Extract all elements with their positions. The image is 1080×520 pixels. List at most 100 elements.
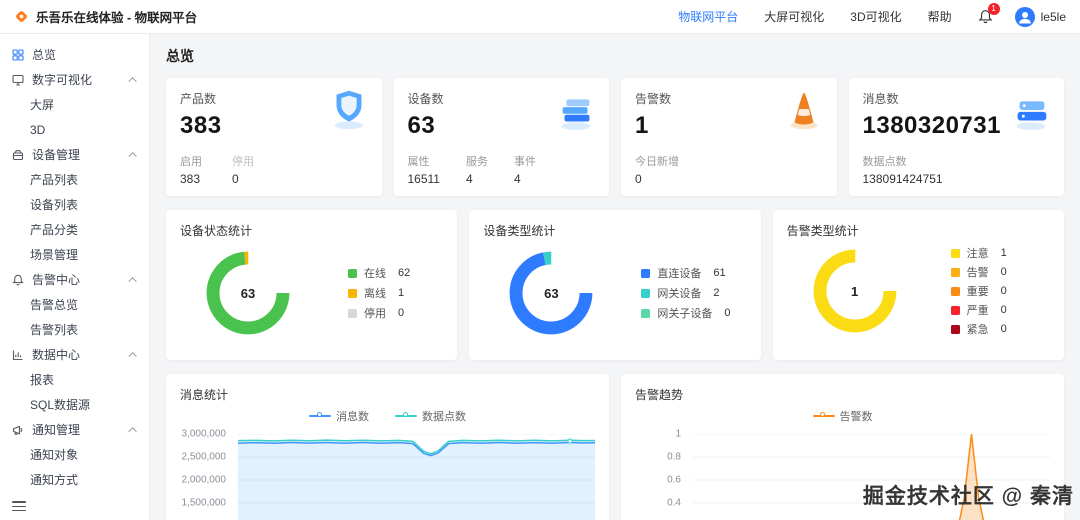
sidebar-item-3d[interactable]: 3D [0,117,149,142]
le5le-logo-icon [14,9,29,24]
line-legend-marker [395,412,417,421]
stat-card-products: 产品数 383 启用 383 停用 0 [166,78,382,196]
sidebar-group-device-mgmt[interactable]: 设备管理 [0,142,149,167]
legend-value: 61 [713,267,726,279]
chevron-up-icon [128,426,137,436]
stat-sub-stats: 今日新增 0 [635,153,823,186]
sidebar-group-data-center[interactable]: 数据中心 [0,342,149,367]
legend-label: 严重 [966,305,989,317]
message-stats-plot: 3,000,0002,500,0002,000,0001,500,0001,00… [182,429,595,520]
sidebar-group-label: 设备管理 [32,148,81,162]
legend-item: 紧急 0 [950,321,1007,337]
sub-stat: 停用 0 [232,153,254,186]
sidebar-item-scene-mgmt[interactable]: 场景管理 [0,242,149,267]
legend-value: 1 [398,287,405,299]
legend-swatch [950,305,960,315]
chart-legend: 消息数 数据点数 [180,408,595,424]
sidebar-item-label: 大屏 [30,98,55,112]
device-status-card: 设备状态统计 63 在线 62 离线 1 停用 0 [166,210,458,360]
sidebar-collapse-button[interactable] [12,499,26,514]
sidebar-item-label: 场景管理 [30,248,79,262]
legend-value: 0 [1000,304,1007,316]
legend-value: 2 [713,287,720,299]
sidebar: 总览 数字可视化 大屏 3D 设备管理 产品列表 设备列表 产品分类 场景管理 … [0,34,150,520]
stat-label: 消息数 [862,92,899,106]
legend-swatch [641,308,651,318]
legend-swatch [950,324,960,334]
nav-help[interactable]: 帮助 [927,10,952,24]
notifications-button[interactable]: 1 [978,3,1000,24]
stat-sub-stats: 属性 16511 服务 4 事件 4 [408,153,596,186]
legend-item: 网关子设备 0 [641,305,730,321]
legend-swatch [348,308,357,318]
sub-value: 0 [232,172,239,186]
card-title: 设备状态统计 [180,224,253,238]
legend-label: 紧急 [966,324,989,336]
sidebar-group-alarm-center[interactable]: 告警中心 [0,267,149,292]
legend-value: 0 [1000,266,1007,278]
alarm-type-donut: 1 [809,245,901,337]
sidebar-item-overview[interactable]: 总览 [0,42,149,67]
sidebar-item-label: 告警列表 [30,323,79,337]
username: le5le [1040,9,1066,24]
nav-3d-viz[interactable]: 3D可视化 [850,10,902,24]
chevron-up-icon [128,76,137,86]
legend-label: 在线 [364,268,386,280]
nav-iot-platform[interactable]: 物联网平台 [678,10,739,24]
stat-value: 1380320731 [862,112,1001,139]
legend-label: 告警 [966,267,989,279]
sidebar-item-product-list[interactable]: 产品列表 [0,167,149,192]
legend-swatch [348,288,357,298]
sidebar-item-alarm-overview[interactable]: 告警总览 [0,292,149,317]
sub-label: 属性 [407,156,430,168]
sidebar-item-notify-target[interactable]: 通知对象 [0,442,149,467]
legend-swatch [950,286,960,296]
stat-cards-row: 产品数 383 启用 383 停用 0 设备数 63 属性 16511 服务 4 [166,78,1064,196]
legend-value: 0 [398,307,405,319]
legend-item: 注意 1 [950,245,1007,261]
legend-item: 直连设备 61 [641,265,730,281]
stat-value: 63 [407,112,436,139]
sidebar-item-product-category[interactable]: 产品分类 [0,217,149,242]
sub-stat: 服务 4 [466,153,488,186]
sidebar-item-label: 产品分类 [30,223,79,237]
sidebar-item-label: 产品列表 [30,173,79,187]
sidebar-item-label: 设备列表 [30,198,79,212]
sub-label: 停用 [232,156,254,168]
legend-item[interactable]: 告警数 [812,408,873,424]
legend-item[interactable]: 数据点数 [395,408,466,424]
legend-item: 严重 0 [950,302,1007,318]
legend-label: 数据点数 [422,411,466,423]
device-type-card: 设备类型统计 63 直连设备 61 网关设备 2 网关子设备 0 [469,210,761,360]
sub-value: 383 [180,172,201,186]
sub-value: 16511 [407,172,440,186]
sub-value: 0 [635,172,642,186]
message-stats-card: 消息统计 消息数 数据点数 3,000,000 2,500,000 2,000,00… [166,374,609,520]
alarm-bell-icon [12,274,24,286]
legend-item[interactable]: 消息数 [309,408,369,424]
sidebar-group-digital-viz[interactable]: 数字可视化 [0,67,149,92]
sidebar-item-label: 告警总览 [30,298,79,312]
legend-item: 停用 0 [348,305,410,321]
sidebar-item-alarm-list[interactable]: 告警列表 [0,317,149,342]
sidebar-group-notify-mgmt[interactable]: 通知管理 [0,417,149,442]
sidebar-item-sql-datasource[interactable]: SQL数据源 [0,392,149,417]
legend-swatch [950,267,960,277]
sidebar-item-device-list[interactable]: 设备列表 [0,192,149,217]
sub-stat: 属性 16511 [408,153,440,186]
sub-stat: 启用 383 [180,153,202,186]
legend-label: 消息数 [336,411,369,423]
stat-value: 383 [180,112,222,139]
sidebar-item-report[interactable]: 报表 [0,367,149,392]
sidebar-group-label: 数据中心 [32,348,81,362]
donut-ring [809,245,901,337]
device-status-donut: 63 [202,247,294,339]
legend-swatch [641,268,651,278]
donut-ring [505,247,597,339]
watermark: 掘金技术社区 @ 秦清 [862,485,1074,508]
sidebar-item-big-screen[interactable]: 大屏 [0,92,149,117]
nav-bigscreen-viz[interactable]: 大屏可视化 [764,10,825,24]
chevron-up-icon [128,151,137,161]
sidebar-item-notify-method[interactable]: 通知方式 [0,467,149,492]
user-menu[interactable]: le5le [1014,6,1066,27]
